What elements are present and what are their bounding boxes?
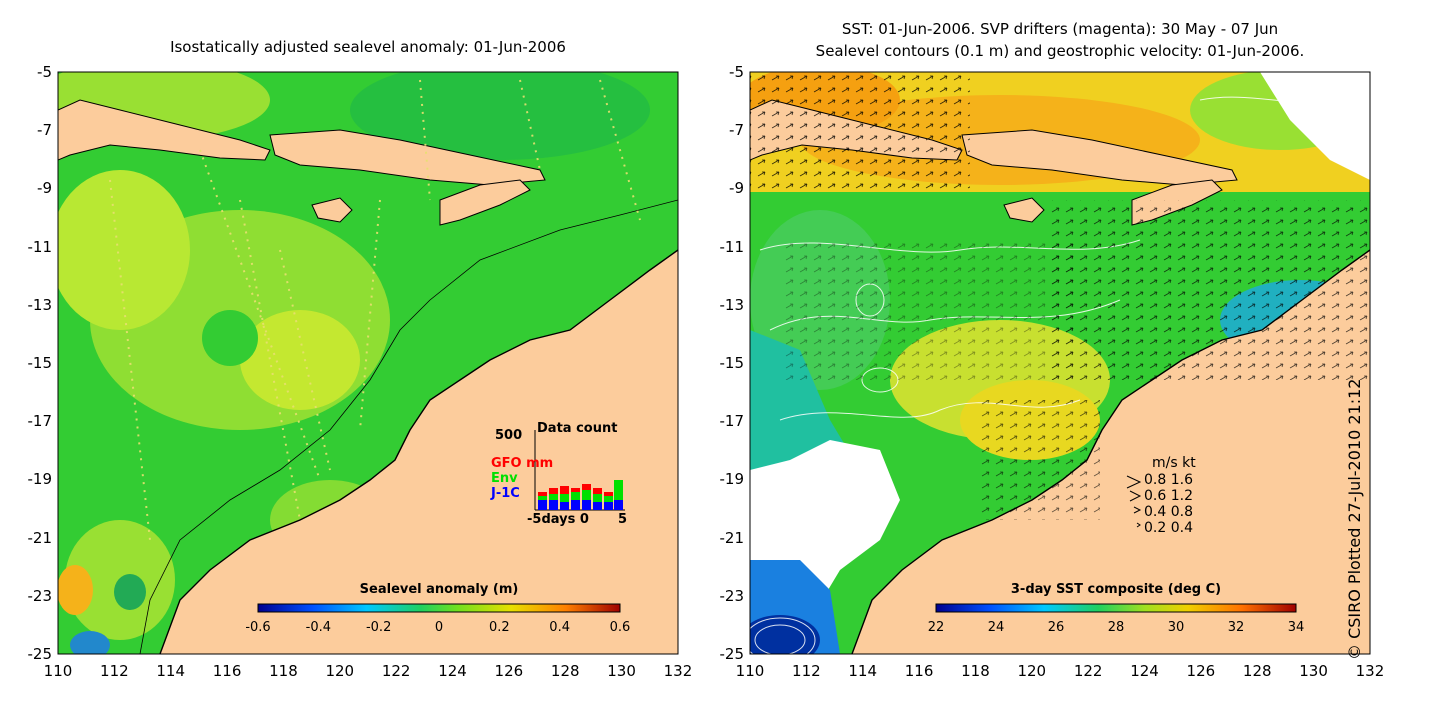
x-tick-label: 130 [1299, 662, 1328, 680]
x-tick-label: 116 [212, 662, 242, 680]
y-tick-label: -23 [27, 586, 53, 605]
x-tick-label: 126 [494, 662, 524, 680]
x-tick-label: 124 [1130, 662, 1159, 680]
x-tick-label: 112 [100, 662, 129, 680]
y-tick-label: -9 [729, 179, 744, 198]
y-tick-label: -21 [27, 528, 53, 547]
right-map-frame [749, 71, 1371, 655]
x-tick-label: 128 [1242, 662, 1272, 680]
colorbar-tick-label: -0.6 [245, 620, 271, 635]
data-count-inset [534, 430, 625, 511]
colorbar-tick-label: 24 [987, 620, 1005, 635]
x-tick-label: 128 [550, 662, 580, 680]
colorbar-tick-label: 0.6 [609, 620, 631, 635]
colorbar-tick-label: 30 [1167, 620, 1185, 635]
colorbar-tick-label: 34 [1287, 620, 1305, 635]
colorbar-tick-label: 0.2 [488, 620, 510, 635]
velocity-legend-row: 0.8 1.6 [1144, 472, 1193, 488]
y-tick-label: -7 [37, 121, 52, 140]
velocity-legend-row: 0.2 0.4 [1144, 520, 1193, 536]
x-tick-label: 120 [1017, 662, 1047, 680]
inset-series-env: Env [491, 471, 518, 486]
y-tick-label: -17 [719, 412, 745, 431]
x-tick-label: 124 [438, 662, 467, 680]
y-tick-label: -25 [719, 645, 745, 663]
y-tick-label: -5 [37, 63, 52, 81]
inset-series-gfo: GFO mm [491, 456, 554, 471]
sst-colorbar [935, 603, 1297, 613]
y-tick-label: -7 [729, 121, 744, 140]
y-tick-label: -23 [719, 586, 745, 605]
velocity-legend-row: 0.4 0.8 [1144, 504, 1193, 520]
inset-max-label: 500 [495, 428, 523, 443]
colorbar-tick-label: 0.4 [549, 620, 570, 635]
colorbar-tick-label: 26 [1047, 620, 1065, 635]
x-tick-label: 130 [607, 662, 636, 680]
y-tick-label: -19 [719, 470, 745, 489]
right-map-title-line1: SST: 01-Jun-2006. SVP drifters (magenta)… [841, 20, 1279, 38]
sealevel-anomaly-map [58, 72, 678, 654]
x-tick-label: 132 [663, 662, 693, 680]
sealevel-colorbar [257, 603, 621, 613]
x-tick-label: 116 [904, 662, 934, 680]
right-map-title-line2: Sealevel contours (0.1 m) and geostrophi… [815, 42, 1305, 60]
velocity-legend-row: 0.6 1.2 [1144, 488, 1193, 504]
velocity-legend-header: m/s kt [1152, 455, 1196, 471]
x-tick-label: 132 [1355, 662, 1385, 680]
x-tick-label: 120 [325, 662, 355, 680]
inset-x-max: 5 [618, 512, 628, 527]
y-tick-label: -11 [27, 237, 53, 256]
credit-text: © CSIRO Plotted 27-Jul-2010 21:12 [1345, 378, 1364, 660]
colorbar-tick-label: -0.2 [365, 620, 392, 635]
y-tick-label: -11 [719, 237, 745, 256]
colorbar-tick-label: 32 [1227, 620, 1245, 635]
inset-x-label: -5days 0 [527, 512, 589, 527]
y-tick-label: -17 [27, 412, 53, 431]
colorbar-tick-label: 0 [434, 620, 444, 635]
inset-title: Data count [537, 421, 618, 436]
y-tick-label: -9 [37, 179, 52, 198]
x-tick-label: 110 [43, 662, 73, 680]
y-tick-label: -21 [719, 528, 745, 547]
y-tick-label: -13 [27, 295, 53, 314]
colorbar-tick-label: 22 [927, 620, 945, 635]
x-tick-label: 114 [848, 662, 878, 680]
velocity-legend-arrows [1126, 475, 1142, 528]
right-map-title: SST: 01-Jun-2006. SVP drifters (magenta)… [750, 18, 1370, 62]
colorbar-tick-label: -0.4 [305, 620, 332, 635]
x-tick-label: 118 [961, 662, 990, 680]
colorbar-tick-label: 28 [1107, 620, 1125, 635]
x-tick-label: 112 [792, 662, 821, 680]
sst-map [750, 72, 1370, 654]
y-tick-label: -19 [27, 470, 53, 489]
left-map-frame [57, 71, 679, 655]
inset-series-j1c: J-1C [491, 486, 520, 501]
y-tick-label: -25 [27, 645, 53, 663]
x-tick-label: 114 [156, 662, 186, 680]
y-tick-label: -13 [719, 295, 745, 314]
x-tick-label: 122 [1073, 662, 1103, 680]
y-tick-label: -15 [719, 354, 745, 372]
sst-colorbar-title: 3-day SST composite (deg C) [1010, 582, 1222, 597]
x-tick-label: 110 [735, 662, 765, 680]
x-tick-label: 126 [1186, 662, 1216, 680]
x-tick-label: 122 [381, 662, 411, 680]
sealevel-colorbar-title: Sealevel anomaly (m) [359, 582, 519, 597]
left-map-title: Isostatically adjusted sealevel anomaly:… [170, 38, 566, 56]
x-tick-label: 118 [269, 662, 298, 680]
y-tick-label: -15 [27, 354, 53, 372]
y-tick-label: -5 [729, 63, 744, 81]
